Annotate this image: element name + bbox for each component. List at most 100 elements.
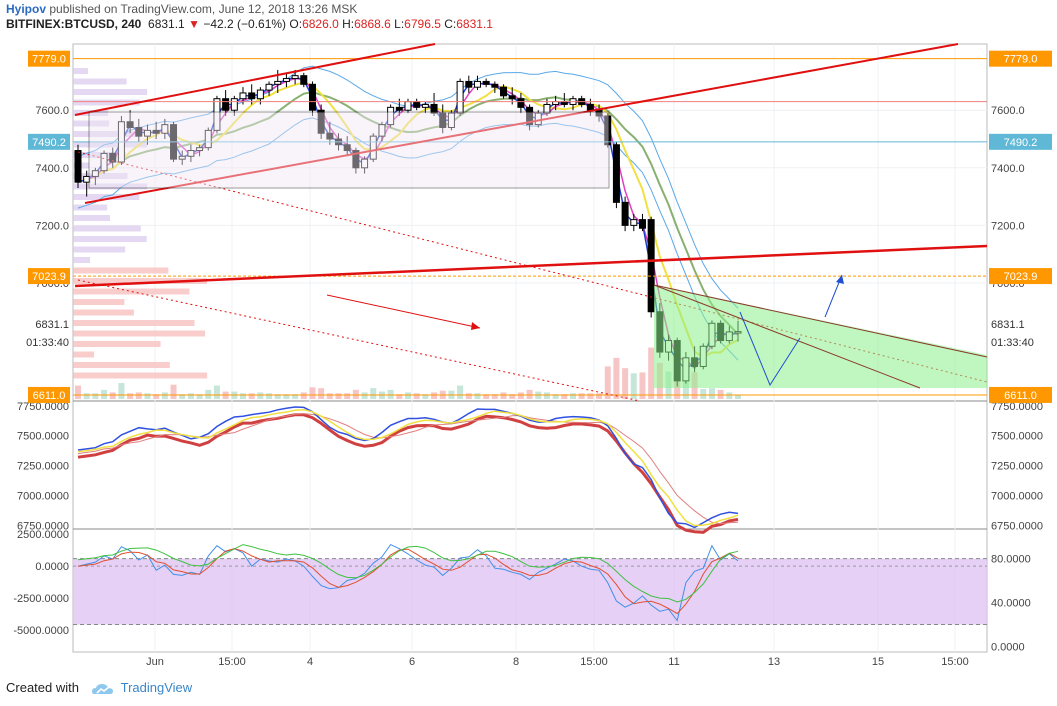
volume-bar [179,394,186,399]
volume-profile-bar [73,68,88,74]
author-link[interactable]: Hyipov [6,2,47,16]
volume-bar [118,383,125,399]
volume-bar [587,393,594,399]
candle [100,152,108,172]
volume-bar [613,357,620,399]
sub1-tick-right: 7750.0000 [991,401,1043,413]
volume-profile-bar [73,152,126,158]
ma-green [77,90,739,335]
candle [612,144,620,203]
candle [378,124,386,137]
sub2-tick-left: -2500.0000 [13,593,69,605]
candle [387,106,395,126]
candle [439,112,447,128]
y-tick-label-left: 7400.0 [35,163,69,175]
volume-bar [561,394,568,399]
volume-profile-bar [73,141,147,148]
candle [126,121,134,128]
projection-arrow-head [836,275,844,284]
volume-bar [552,394,559,399]
volume-profile-bar [73,320,195,326]
candle [74,150,82,183]
y-tick-label-right: 7400.0 [991,163,1025,175]
sub1-tick-left: 6750.0000 [17,520,69,532]
volume-bar [187,393,194,399]
triangle-upper [653,284,988,358]
candle [447,112,455,128]
symbol-line: BITFINEX:BTCUSD, 240 6831.1 ▼ −42.2 (−0.… [6,17,493,32]
volume-bar [213,385,220,399]
volume-bar [465,393,472,399]
volume-profile-bar [73,246,126,253]
volume-bar [153,394,160,399]
candle [638,219,646,229]
volume-profile-bar [73,267,169,274]
sub1-tick-left: 7750.0000 [17,401,69,413]
candle [152,129,160,134]
volume-bar [370,388,377,399]
candle [500,86,508,97]
candle [300,75,308,85]
candle [526,106,534,126]
osc-green [77,544,739,603]
sub1-tick-left: 7250.0000 [17,461,69,473]
candle [230,98,238,111]
candle [178,155,186,160]
volume-profile-bar [73,89,148,95]
volume-profile-bar [73,278,207,284]
y-tick-label-right: 7600.0 [991,105,1025,117]
tradingview-link[interactable]: TradingView [120,680,193,695]
candle [395,106,403,111]
x-tick-label: 15 [872,656,884,668]
volume-bar [318,388,325,399]
high-value: 6868.6 [354,17,391,31]
volume-bar [240,393,246,399]
volume-bar [75,385,81,399]
candle [135,126,143,137]
volume-bar [622,368,629,399]
volume-profile-bar [73,131,141,137]
volume-bar [292,394,299,399]
x-tick-label: 13 [768,656,780,668]
x-tick-label: Jun [146,656,164,668]
candle [161,124,169,134]
candle [647,219,655,313]
volume-bar [491,394,498,399]
candle [204,129,212,149]
volume-profile-bar [73,110,109,116]
candle [239,92,247,100]
volume-bar [509,394,516,399]
x-tick-label: 15:00 [580,656,608,668]
price-label-box [28,268,70,285]
y-tick-label-left: 7600.0 [35,105,69,117]
volume-profile-bar [73,99,140,106]
candle [326,132,334,140]
close-value: 6831.1 [456,17,493,31]
footer: Created with TradingView [6,680,192,696]
y-tick-label-left: 7200.0 [35,220,69,232]
x-tick-label: 6 [409,656,415,668]
candle [421,103,429,108]
sub1-tick-left: 7000.0000 [17,491,69,503]
volume-profile-bar [73,362,170,368]
created-with-text: Created with [6,680,79,695]
candle [308,83,316,111]
volume-bar [474,393,481,399]
chart-header: Hyipov published on TradingView.com, Jun… [6,2,493,32]
price-label-text: 7490.2 [1004,137,1038,149]
x-tick-label: 15:00 [218,656,246,668]
sub2-tick-right: 0.0000 [991,642,1025,654]
current-price-label: 01:33:40 [26,337,69,349]
volume-bar [570,393,576,399]
volume-profile-bar [73,120,110,127]
candle [256,89,264,100]
volume-profile-bar [73,194,140,200]
candle [465,80,473,88]
candle [109,152,117,163]
volume-bar [361,392,368,399]
sub2-tick-left: -5000.0000 [13,625,69,637]
price-label-text: 7490.2 [32,137,66,149]
x-tick-label: 4 [307,656,313,668]
arrow-line [326,294,481,329]
